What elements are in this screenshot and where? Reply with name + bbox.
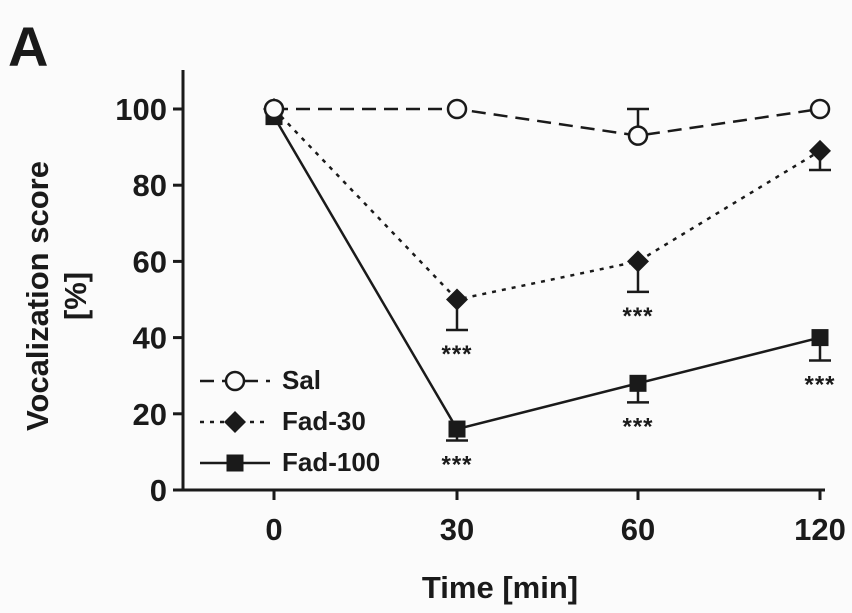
legend: Sal Fad-30 Fad-100 [200, 365, 380, 477]
x-tick-label: 60 [621, 512, 655, 547]
series-line-sal [274, 109, 820, 136]
legend-marker [224, 411, 246, 433]
data-point [448, 100, 466, 118]
x-axis-title: Time [min] [422, 570, 578, 605]
significance-label: *** [622, 303, 653, 330]
data-point [809, 140, 831, 162]
data-point [812, 329, 829, 346]
data-point [629, 127, 647, 145]
legend-symbol-fad-30 [200, 411, 270, 433]
axes: 0 20 40 60 80 100 0 30 60 120 [115, 70, 846, 547]
significance-label: *** [804, 371, 835, 398]
legend-label-sal: Sal [282, 365, 321, 395]
panel-label: A [8, 15, 48, 78]
series-line-fad-100 [274, 117, 820, 429]
data-point [627, 250, 649, 272]
y-axis-title-line-1: Vocalization score [20, 161, 55, 431]
y-tick-label: 60 [133, 244, 167, 279]
legend-marker [226, 372, 244, 390]
series-sal [265, 100, 829, 145]
series-line-fad-30 [274, 109, 820, 300]
legend-item-fad-30: Fad-30 [200, 406, 366, 436]
x-tick-label: 120 [794, 512, 846, 547]
legend-label-fad-30: Fad-30 [282, 406, 366, 436]
significance-label: *** [441, 341, 472, 368]
data-point [811, 100, 829, 118]
legend-symbol-fad-100 [200, 455, 270, 472]
data-point [449, 421, 466, 438]
y-axis-title: Vocalization score [%] [20, 161, 93, 431]
significance-label: *** [622, 413, 653, 440]
legend-marker [227, 455, 244, 472]
legend-item-fad-100: Fad-100 [200, 447, 380, 477]
data-point [630, 375, 647, 392]
y-axis-title-line-2: [%] [58, 272, 93, 320]
series-fad-30: *** *** [263, 98, 831, 368]
y-tick-label: 100 [115, 92, 167, 127]
legend-symbol-sal [200, 372, 270, 390]
data-point [265, 100, 283, 118]
x-tick-label: 0 [265, 512, 282, 547]
legend-item-sal: Sal [200, 365, 321, 395]
y-tick-label: 20 [133, 397, 167, 432]
y-tick-label: 80 [133, 168, 167, 203]
significance-label: *** [441, 451, 472, 478]
y-tick-label: 0 [150, 473, 167, 508]
y-tick-label: 40 [133, 321, 167, 356]
x-tick-label: 30 [440, 512, 474, 547]
legend-label-fad-100: Fad-100 [282, 447, 380, 477]
